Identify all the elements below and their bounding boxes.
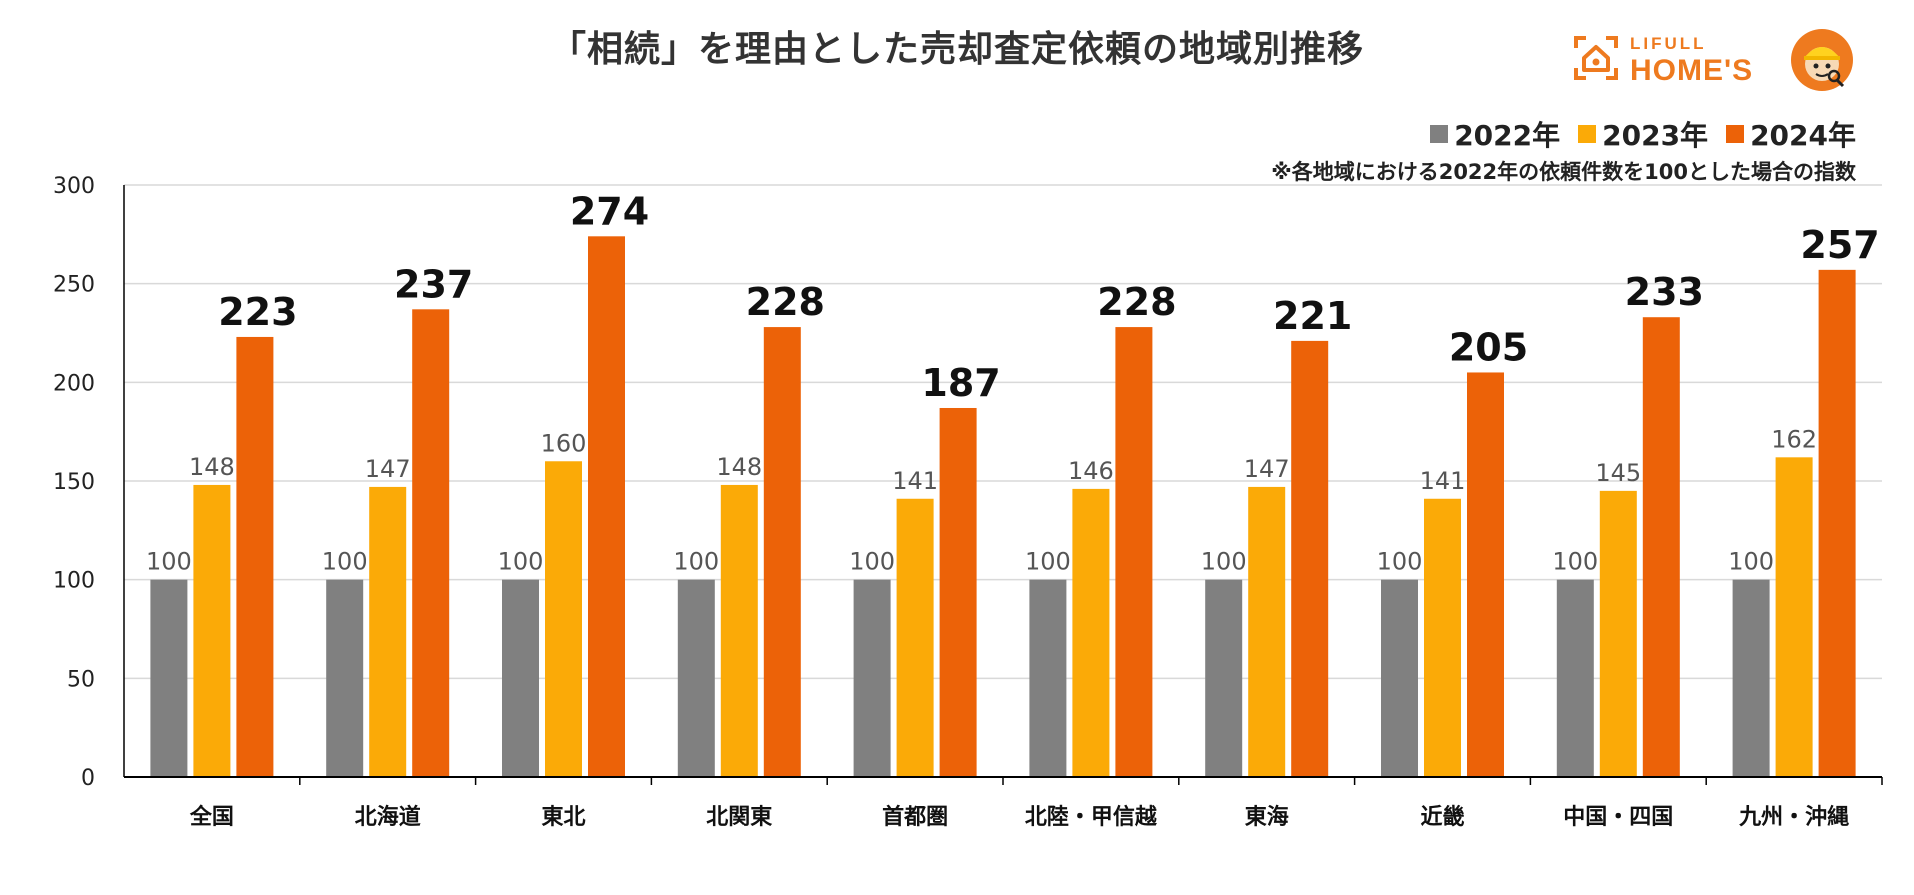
bar-2024年-九州・沖縄: [1818, 269, 1856, 777]
legend-swatch-2024: [1726, 125, 1745, 143]
legend-label-2022: 2022年: [1454, 119, 1561, 152]
legend: 2022年 2023年 2024年: [1430, 114, 1856, 154]
y-tick-label-150: 150: [53, 470, 95, 495]
x-tick-label-九州・沖縄: 九州・沖縄: [1738, 805, 1849, 830]
legend-swatch-2023: [1578, 125, 1597, 143]
bar-2024年-北海道: [412, 309, 450, 777]
data-label-2023年-北陸・甲信越: 146: [1068, 457, 1114, 485]
data-label-2024年-九州・沖縄: 257: [1800, 223, 1879, 267]
house-logo-icon: [1574, 36, 1618, 80]
data-label-2023年-北関東: 148: [716, 453, 762, 481]
legend-label-2024: 2024年: [1750, 119, 1856, 152]
legend-item-2023: 2023年: [1578, 114, 1708, 154]
y-tick-label-50: 50: [67, 667, 95, 692]
bar-2023年-東北: [545, 461, 582, 777]
bar-2022年-首都圏: [853, 579, 891, 777]
x-tick-label-首都圏: 首都圏: [882, 804, 948, 830]
data-label-2024年-全国: 223: [218, 290, 297, 334]
data-label-2022年-全国: 100: [146, 548, 192, 576]
data-label-2022年-北陸・甲信越: 100: [1025, 548, 1071, 576]
data-label-2024年-北関東: 228: [746, 280, 825, 324]
bar-2022年-北海道: [326, 579, 364, 777]
legend-item-2022: 2022年: [1430, 114, 1560, 154]
x-tick-label-近畿: 近畿: [1420, 804, 1464, 830]
data-label-2024年-首都圏: 187: [921, 361, 1000, 405]
bar-2024年-東北: [588, 236, 625, 778]
data-label-2023年-首都圏: 141: [892, 467, 938, 495]
bar-2024年-近畿: [1467, 372, 1504, 777]
data-label-2024年-近畿: 205: [1449, 325, 1528, 369]
data-label-2024年-北陸・甲信越: 228: [1097, 280, 1176, 324]
data-label-2023年-東海: 147: [1244, 455, 1290, 483]
x-tick-label-北関東: 北関東: [706, 805, 772, 830]
data-label-2023年-近畿: 141: [1420, 467, 1466, 495]
mascot-icon: [1791, 29, 1853, 91]
bar-2024年-首都圏: [939, 407, 977, 777]
y-tick-label-250: 250: [53, 273, 95, 298]
bar-2023年-中国・四国: [1599, 490, 1637, 777]
legend-item-2024: 2024年: [1726, 114, 1856, 154]
bar-2023年-東海: [1248, 486, 1286, 777]
brand-top-text: LIFULL: [1630, 34, 1707, 53]
bar-2024年-北関東: [763, 327, 801, 777]
bar-2022年-九州・沖縄: [1732, 579, 1770, 777]
x-tick-label-中国・四国: 中国・四国: [1563, 805, 1673, 830]
bar-2022年-北陸・甲信越: [1029, 579, 1067, 777]
bar-2022年-全国: [150, 579, 188, 777]
x-tick-label-全国: 全国: [189, 804, 234, 830]
legend-swatch-2022: [1430, 125, 1449, 143]
x-tick-label-東海: 東海: [1245, 804, 1289, 830]
x-tick-label-北海道: 北海道: [355, 804, 421, 830]
x-tick-label-北陸・甲信越: 北陸・甲信越: [1025, 804, 1158, 830]
bar-2023年-全国: [193, 484, 231, 777]
data-label-2024年-北海道: 237: [394, 262, 473, 306]
data-label-2023年-北海道: 147: [365, 455, 411, 483]
bar-2024年-中国・四国: [1642, 317, 1680, 777]
bar-2022年-東海: [1205, 579, 1243, 777]
data-label-2023年-全国: 148: [189, 453, 235, 481]
bar-2022年-近畿: [1381, 579, 1418, 777]
data-label-2024年-東海: 221: [1273, 294, 1352, 338]
bar-2022年-中国・四国: [1556, 579, 1594, 777]
data-label-2022年-東北: 100: [498, 548, 544, 576]
data-label-2023年-九州・沖縄: 162: [1771, 425, 1817, 453]
y-tick-label-200: 200: [53, 371, 95, 396]
bar-2023年-北海道: [369, 486, 407, 777]
bar-2023年-首都圏: [896, 498, 934, 777]
bar-2022年-東北: [502, 579, 539, 777]
bar-2024年-全国: [236, 336, 274, 777]
data-label-2022年-近畿: 100: [1377, 548, 1423, 576]
bar-2024年-北陸・甲信越: [1115, 327, 1153, 777]
data-label-2023年-中国・四国: 145: [1595, 459, 1641, 487]
data-label-2022年-北関東: 100: [673, 548, 719, 576]
bar-2023年-近畿: [1424, 498, 1461, 777]
y-tick-label-300: 300: [53, 174, 95, 199]
lifull-homes-logo[interactable]: LIFULL HOME'S: [1572, 28, 1862, 100]
legend-label-2023: 2023年: [1602, 119, 1709, 152]
brand-main-text: HOME'S: [1630, 54, 1754, 87]
y-tick-label-100: 100: [53, 569, 95, 594]
data-label-2023年-東北: 160: [541, 429, 587, 457]
x-tick-label-東北: 東北: [541, 805, 585, 830]
data-label-2022年-北海道: 100: [322, 548, 368, 576]
chart-title: 「相続」を理由とした売却査定依頼の地域別推移: [549, 29, 1364, 70]
bar-2024年-東海: [1291, 340, 1329, 777]
bar-2022年-北関東: [677, 579, 715, 777]
data-label-2022年-中国・四国: 100: [1552, 548, 1598, 576]
bar-2023年-北関東: [720, 484, 758, 777]
index-note: ※各地域における2022年の依頼件数を100とした場合の指数: [1271, 160, 1856, 184]
data-label-2024年-中国・四国: 233: [1625, 270, 1704, 314]
y-tick-label-0: 0: [81, 766, 95, 791]
data-label-2022年-東海: 100: [1201, 548, 1247, 576]
bar-2023年-北陸・甲信越: [1072, 488, 1110, 777]
data-label-2024年-東北: 274: [570, 189, 649, 233]
data-label-2022年-九州・沖縄: 100: [1728, 548, 1774, 576]
data-label-2022年-首都圏: 100: [849, 548, 895, 576]
bar-2023年-九州・沖縄: [1775, 457, 1813, 777]
